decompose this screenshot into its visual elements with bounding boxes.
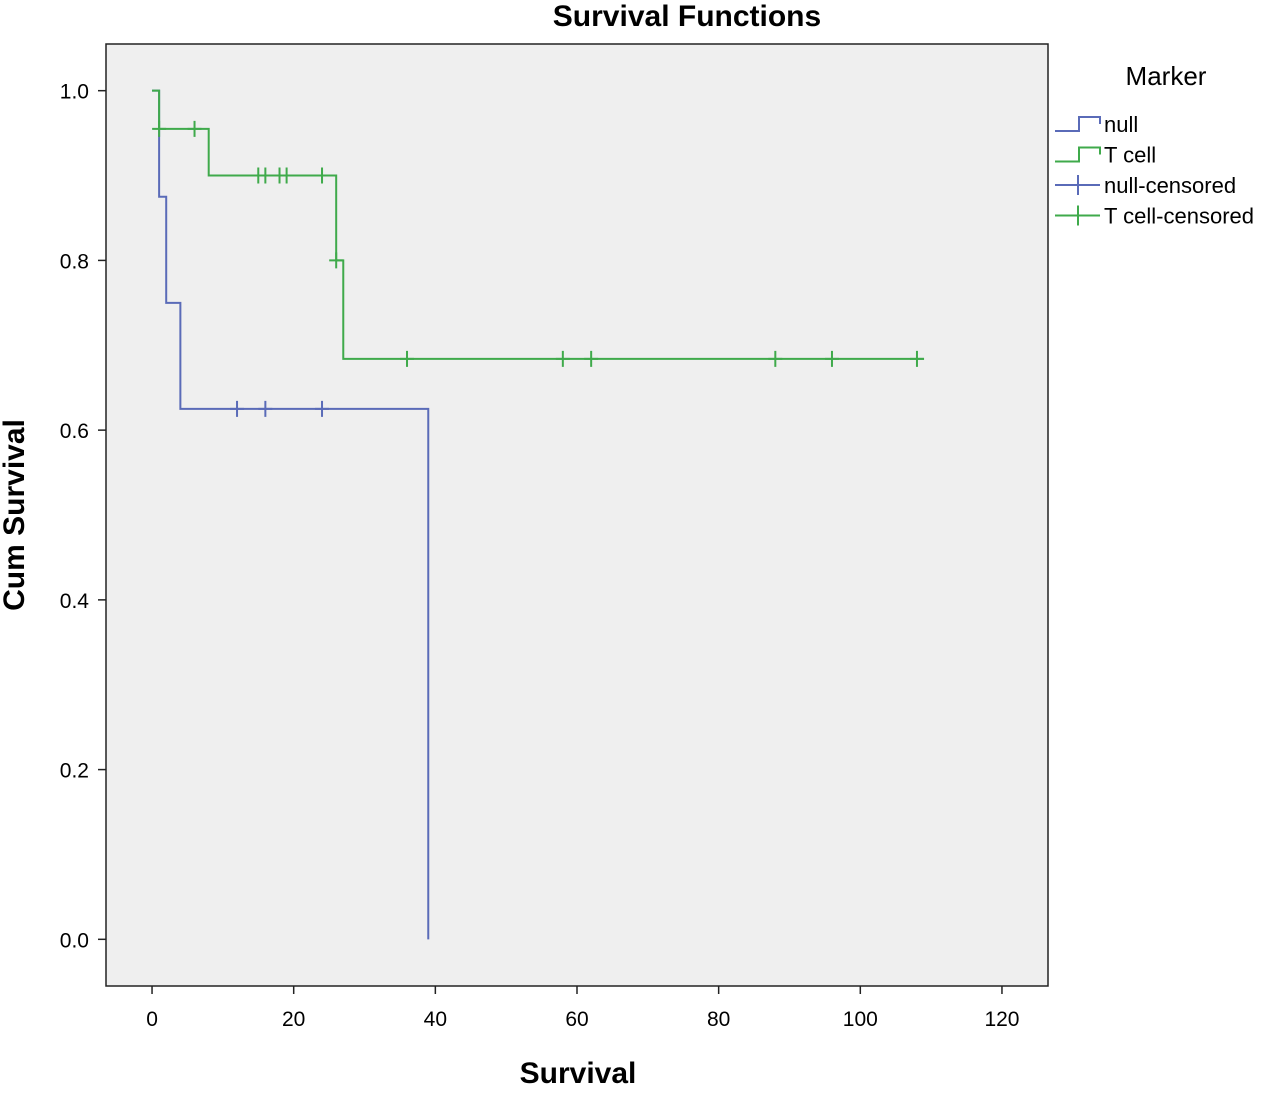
legend-label-t-cell: T cell xyxy=(1104,143,1156,168)
legend-swatch-t-cell-censored xyxy=(1055,205,1100,226)
chart-title: Survival Functions xyxy=(553,0,821,33)
x-tick-label: 120 xyxy=(984,1008,1019,1031)
x-tick-label: 100 xyxy=(843,1008,878,1031)
y-tick-label: 0.6 xyxy=(60,420,89,443)
legend-title: Marker xyxy=(1126,61,1207,91)
t-cell-censor-mark xyxy=(768,350,783,367)
x-tick-label: 20 xyxy=(282,1008,305,1031)
legend: Marker null T cell null-censored T cell-cens… xyxy=(1055,61,1254,229)
t-cell-censor-mark xyxy=(258,167,273,184)
y-axis: 0.0 0.2 0.4 0.6 0.8 1.0 xyxy=(60,81,106,952)
t-cell-censor-mark xyxy=(279,167,294,184)
null-censor-mark xyxy=(315,400,330,417)
x-tick-label: 80 xyxy=(707,1008,730,1031)
t-cell-censor-mark xyxy=(187,120,202,137)
t-cell-censor-mark xyxy=(400,350,415,367)
y-tick-label: 1.0 xyxy=(60,81,89,104)
t-cell-censor-mark xyxy=(315,167,330,184)
legend-label-null: null xyxy=(1104,112,1138,137)
x-axis: 0 20 40 60 80 100 120 xyxy=(146,986,1019,1031)
legend-label-t-cell-censored: T cell-censored xyxy=(1104,204,1254,229)
x-tick-label: 40 xyxy=(424,1008,447,1031)
plot-area xyxy=(105,43,1049,987)
x-axis-title: Survival xyxy=(520,1057,637,1090)
t-cell-censor-mark xyxy=(824,350,839,367)
t-cell-censor-mark xyxy=(152,120,167,137)
x-tick-label: 60 xyxy=(565,1008,588,1031)
legend-swatch-null-censored xyxy=(1055,175,1100,195)
y-tick-label: 0.2 xyxy=(60,760,89,783)
t-cell-censor-mark xyxy=(909,350,924,367)
y-tick-label: 0.8 xyxy=(60,250,89,273)
legend-swatch-t-cell xyxy=(1055,146,1101,163)
null-censor-mark xyxy=(230,400,245,417)
t-cell-censor-mark xyxy=(555,350,570,367)
x-tick-label: 0 xyxy=(146,1008,158,1031)
y-axis-title: Cum Survival xyxy=(0,419,31,611)
t-cell-survival-line xyxy=(152,89,925,360)
y-tick-label: 0.0 xyxy=(60,929,89,952)
y-tick-label: 0.4 xyxy=(60,590,90,613)
legend-swatch-null xyxy=(1055,116,1101,132)
t-cell-censor-mark xyxy=(329,252,344,269)
null-censor-mark xyxy=(258,400,273,417)
t-cell-censor-mark xyxy=(584,350,599,367)
series-layer xyxy=(152,89,925,940)
legend-label-null-censored: null-censored xyxy=(1104,173,1236,198)
